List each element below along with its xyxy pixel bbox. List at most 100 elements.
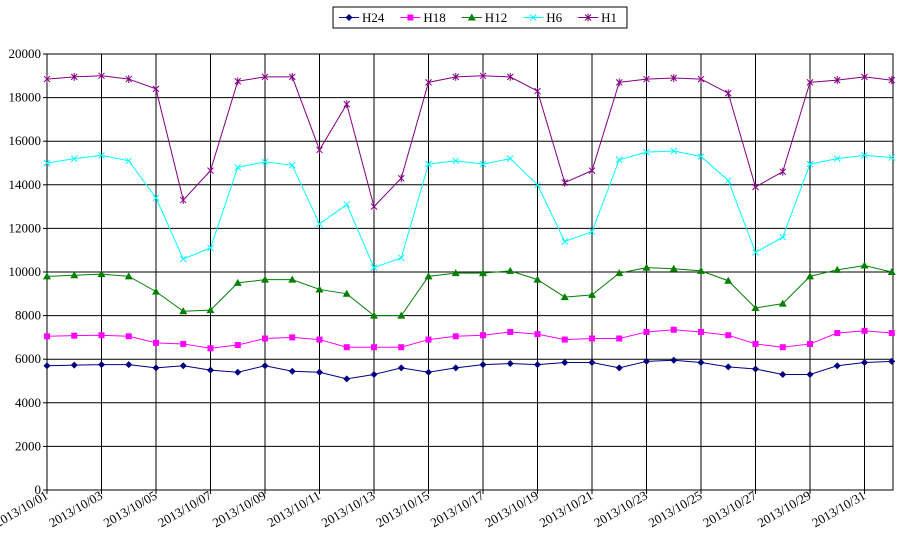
- x-tick-label: 2013/10/09: [210, 488, 269, 531]
- marker: [779, 370, 787, 378]
- x-tick-label: 2013/10/11: [265, 488, 323, 530]
- marker: [506, 360, 514, 368]
- marker: [479, 160, 487, 168]
- marker: [425, 78, 432, 87]
- marker: [152, 364, 160, 372]
- marker: [343, 100, 351, 109]
- x-tick-label: 2013/10/13: [319, 488, 378, 531]
- marker: [179, 362, 187, 370]
- marker: [70, 361, 78, 369]
- marker: [615, 78, 623, 87]
- legend: H24 H18 H12 H6 H1: [332, 6, 628, 29]
- marker: [370, 311, 378, 319]
- marker: [697, 75, 705, 84]
- marker: [152, 287, 160, 295]
- y-tick-label: 0: [35, 482, 42, 497]
- marker: [343, 201, 351, 208]
- x-tick-label: 2013/10/31: [809, 488, 868, 531]
- marker: [70, 271, 79, 279]
- marker: [479, 361, 487, 369]
- legend-label: H12: [485, 10, 507, 25]
- marker: [398, 344, 405, 351]
- y-tick-label: 12000: [9, 220, 42, 235]
- legend-item: H24: [339, 10, 385, 25]
- marker: [534, 331, 541, 338]
- marker: [752, 340, 759, 347]
- marker: [261, 275, 269, 283]
- marker: [71, 332, 78, 339]
- marker: [588, 166, 596, 175]
- marker: [315, 285, 324, 293]
- x-tick-label: 2013/10/27: [700, 487, 759, 530]
- marker: [834, 330, 841, 337]
- marker: [125, 75, 133, 84]
- marker: [70, 155, 78, 162]
- marker: [207, 366, 214, 374]
- y-tick-label: 14000: [9, 177, 42, 192]
- marker: [752, 249, 759, 256]
- legend-label: H1: [601, 10, 617, 25]
- marker: [207, 345, 214, 352]
- marker: [370, 264, 378, 271]
- marker: [588, 228, 596, 236]
- marker: [43, 75, 51, 84]
- marker: [43, 159, 51, 167]
- marker: [861, 72, 868, 81]
- marker: [807, 340, 813, 347]
- marker: [316, 368, 323, 376]
- series-line: [46, 264, 892, 317]
- series-line: [46, 359, 892, 380]
- series-line: [46, 150, 892, 269]
- marker: [833, 265, 842, 273]
- marker: [533, 275, 542, 283]
- marker: [479, 269, 487, 277]
- y-tick-label: 6000: [15, 351, 41, 366]
- marker: [425, 336, 432, 343]
- marker: [234, 164, 242, 171]
- marker: [861, 327, 868, 334]
- marker: [697, 358, 705, 366]
- marker: [125, 333, 132, 340]
- x-tick-label: 2013/10/17: [428, 487, 487, 530]
- marker: [642, 263, 651, 271]
- marker: [288, 367, 296, 375]
- marker: [643, 328, 650, 335]
- y-tick-label: 4000: [15, 395, 41, 410]
- marker: [345, 14, 353, 21]
- marker: [343, 344, 350, 351]
- marker: [861, 358, 868, 366]
- marker: [44, 333, 50, 340]
- marker: [452, 157, 460, 165]
- marker: [806, 78, 814, 87]
- marker: [70, 72, 78, 81]
- marker: [561, 336, 568, 343]
- marker: [670, 73, 678, 82]
- marker: [534, 181, 541, 189]
- marker: [588, 358, 596, 366]
- marker: [98, 332, 105, 339]
- marker: [125, 157, 133, 165]
- marker: [125, 361, 133, 369]
- marker: [561, 178, 569, 187]
- marker: [724, 276, 733, 284]
- marker: [261, 72, 269, 81]
- marker: [452, 72, 460, 81]
- marker: [643, 75, 650, 84]
- marker: [207, 244, 214, 252]
- marker: [288, 72, 296, 81]
- marker: [452, 364, 460, 372]
- marker: [588, 290, 596, 298]
- marker: [451, 269, 460, 277]
- marker: [833, 155, 841, 162]
- marker: [833, 362, 841, 370]
- marker: [806, 160, 814, 168]
- marker: [233, 278, 242, 286]
- marker: [806, 370, 814, 378]
- marker: [724, 89, 732, 98]
- marker: [888, 357, 896, 365]
- marker: [670, 326, 677, 333]
- marker: [206, 306, 215, 314]
- marker: [806, 272, 814, 280]
- marker: [152, 84, 160, 93]
- marker: [589, 335, 595, 342]
